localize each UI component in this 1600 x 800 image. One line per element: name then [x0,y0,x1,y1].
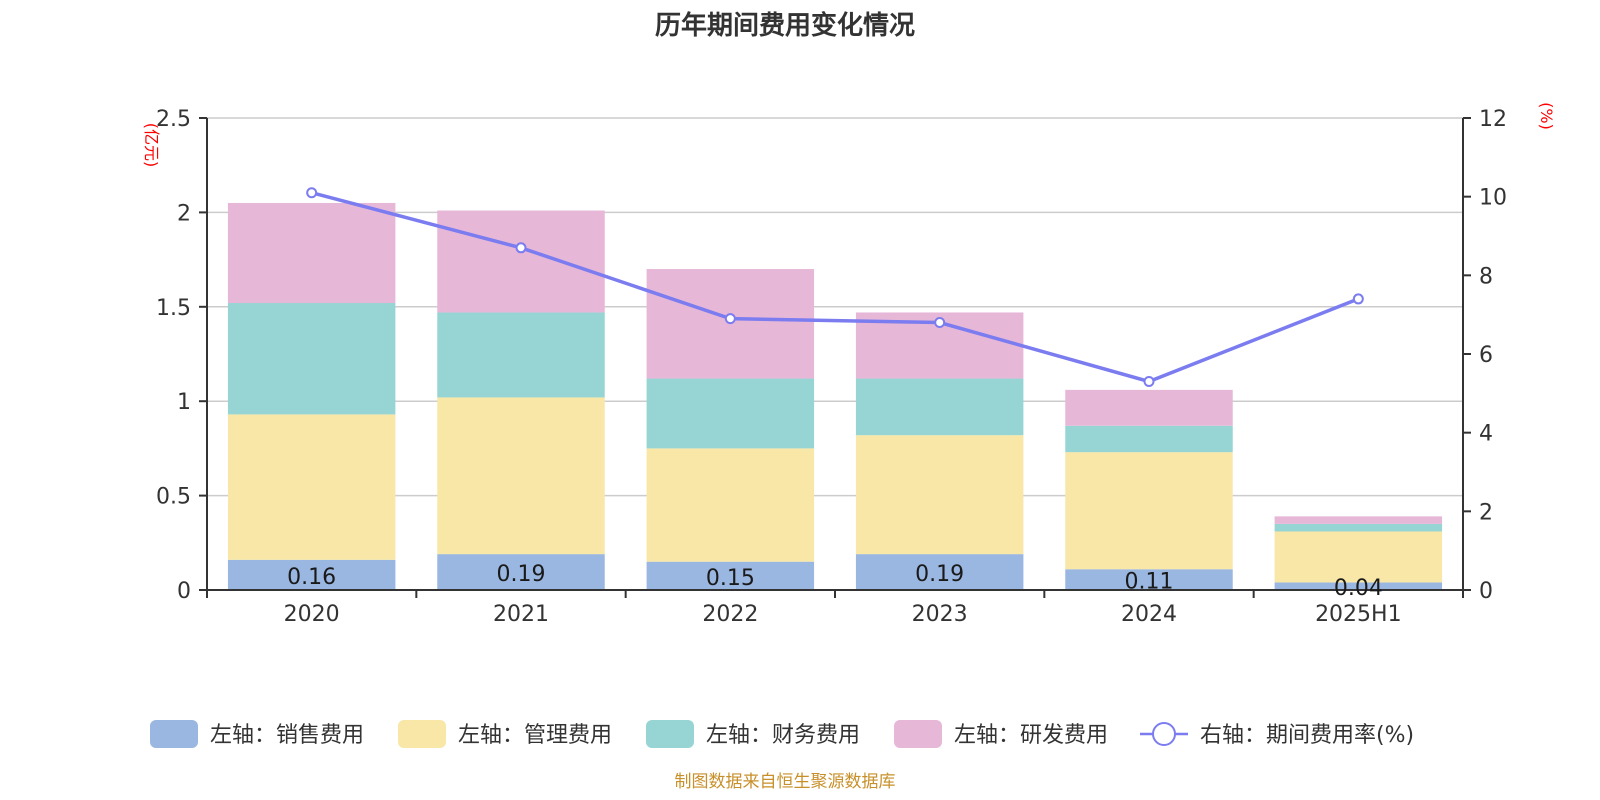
right-tick-label: 0 [1479,579,1493,604]
x-tick-label: 2025H1 [1315,602,1402,627]
data-label: 0.04 [1334,576,1383,601]
line-point [1143,376,1155,388]
bar-layer [227,202,1443,590]
right-tick-label: 6 [1479,343,1493,368]
line-point [934,317,946,329]
legend-swatch [646,720,694,748]
legend-item: 左轴：销售费用 [150,720,364,748]
bar-segment [1274,582,1443,590]
legend-label: 左轴：管理费用 [458,723,612,748]
x-tick-label: 2023 [912,602,968,627]
legend-item: 左轴：财务费用 [646,720,860,748]
left-tick-label: 1 [177,390,191,415]
bar-segment [227,414,396,560]
axis-layer: 0 0.5 1 1.5 2 2.5 0 2 4 6 8 10 12 2020 2021 2022 2023 202… [142,102,1556,627]
bar-segment [1274,516,1443,524]
legend-label: 右轴：期间费用率(%) [1200,723,1414,748]
bar-segment [227,559,396,590]
legend-item: 左轴：研发费用 [894,720,1108,748]
bar-segment [855,378,1024,436]
bar-segment [437,210,605,313]
legend-swatch [150,720,198,748]
left-tick-label: 2 [177,201,191,226]
data-label: 0.15 [706,566,755,591]
line-point [724,313,736,325]
left-tick-label: 0.5 [156,485,191,510]
left-axis-unit: (亿元) [142,123,161,168]
right-axis-unit: (%) [1537,102,1556,130]
line-layer [306,187,1364,388]
legend-marker [1152,722,1176,746]
bar-segment [646,448,815,562]
bar-segment [1065,389,1233,426]
legend-item: 右轴：期间费用率(%) [1140,722,1414,748]
rate-line [311,191,1359,384]
left-tick-label: 1.5 [156,296,191,321]
bar-segment [1274,531,1443,583]
bar-segment [437,397,605,555]
legend-label: 左轴：销售费用 [210,723,364,748]
data-label: 0.19 [915,562,964,587]
bar-segment [646,378,815,449]
data-label: 0.11 [1125,570,1174,595]
label-layer: 0.16 0.19 0.15 0.19 0.11 0.04 [287,562,1383,601]
line-point [1352,293,1364,305]
bar-segment [437,554,605,590]
bar-segment [1065,425,1233,453]
right-tick-label: 4 [1479,422,1493,447]
bar-segment [227,303,396,415]
x-tick-label: 2021 [493,602,549,627]
line-point [515,242,527,254]
grid-layer [207,117,1463,497]
right-tick-label: 2 [1479,500,1493,525]
bar-segment [1065,452,1233,570]
x-tick-label: 2020 [284,602,340,627]
bar-segment [1274,523,1443,532]
legend-label: 左轴：财务费用 [706,723,860,748]
right-tick-label: 8 [1479,264,1493,289]
line-point [306,187,318,199]
source-note: 制图数据来自恒生聚源数据库 [675,772,896,792]
legend-item: 左轴：管理费用 [398,720,612,748]
x-tick-label: 2024 [1121,602,1177,627]
chart-title: 历年期间费用变化情况 [655,10,915,41]
bar-segment [646,561,815,590]
bar-segment [227,202,396,304]
legend: 左轴：销售费用 左轴：管理费用 左轴：财务费用 左轴：研发费用 右轴：期间费用率(%) [150,720,1414,748]
legend-label: 左轴：研发费用 [954,723,1108,748]
data-label: 0.19 [497,562,546,587]
legend-swatch [398,720,446,748]
right-tick-label: 12 [1479,107,1507,132]
bar-segment [437,312,605,398]
data-label: 0.16 [287,565,336,590]
x-tick-label: 2022 [702,602,758,627]
legend-swatch [894,720,942,748]
left-tick-label: 2.5 [156,107,191,132]
left-tick-label: 0 [177,579,191,604]
bar-segment [855,554,1024,590]
right-tick-label: 10 [1479,186,1507,211]
bar-segment [1065,569,1233,590]
bar-segment [855,435,1024,555]
